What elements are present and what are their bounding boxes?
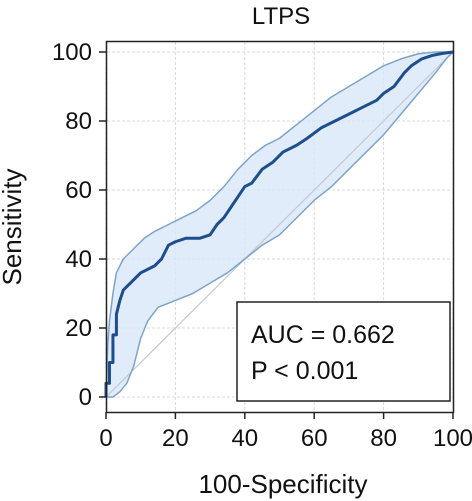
stats-box-frame (236, 301, 451, 402)
reference-diagonal-line (105, 51, 454, 398)
x-axis-label: 100-Specificity (198, 469, 367, 499)
x-tick-label-1: 20 (162, 425, 189, 452)
x-tick-label-0: 0 (99, 425, 112, 452)
y-axis-label: Sensitivity (0, 168, 27, 285)
y-tick-label-2: 40 (65, 246, 92, 273)
stats-box: AUC = 0.662 P < 0.001 (236, 301, 451, 402)
auc-label: AUC = 0.662 (251, 321, 395, 349)
y-tick-label-3: 60 (65, 177, 92, 204)
ci-lower-line (106, 51, 454, 398)
x-tick-label-2: 40 (231, 425, 258, 452)
y-axis-ticks: 0 20 40 60 80 100 (52, 39, 106, 411)
y-tick-label-1: 20 (65, 315, 92, 342)
plot-frame (105, 40, 455, 414)
y-tick-label-4: 80 (65, 108, 92, 135)
x-tick-label-4: 80 (370, 425, 397, 452)
x-tick-label-5: 100 (433, 425, 472, 452)
chart-title: LTPS (252, 3, 310, 30)
p-value-label: P < 0.001 (251, 357, 358, 385)
roc-curve (104, 50, 454, 397)
ci-upper-line (105, 51, 453, 398)
y-tick-label-5: 100 (52, 39, 92, 66)
y-tick-label-0: 0 (79, 384, 92, 411)
x-tick-label-3: 60 (301, 425, 328, 452)
x-axis-ticks: 0 20 40 60 80 100 (99, 412, 472, 452)
plot-lines (104, 50, 454, 398)
